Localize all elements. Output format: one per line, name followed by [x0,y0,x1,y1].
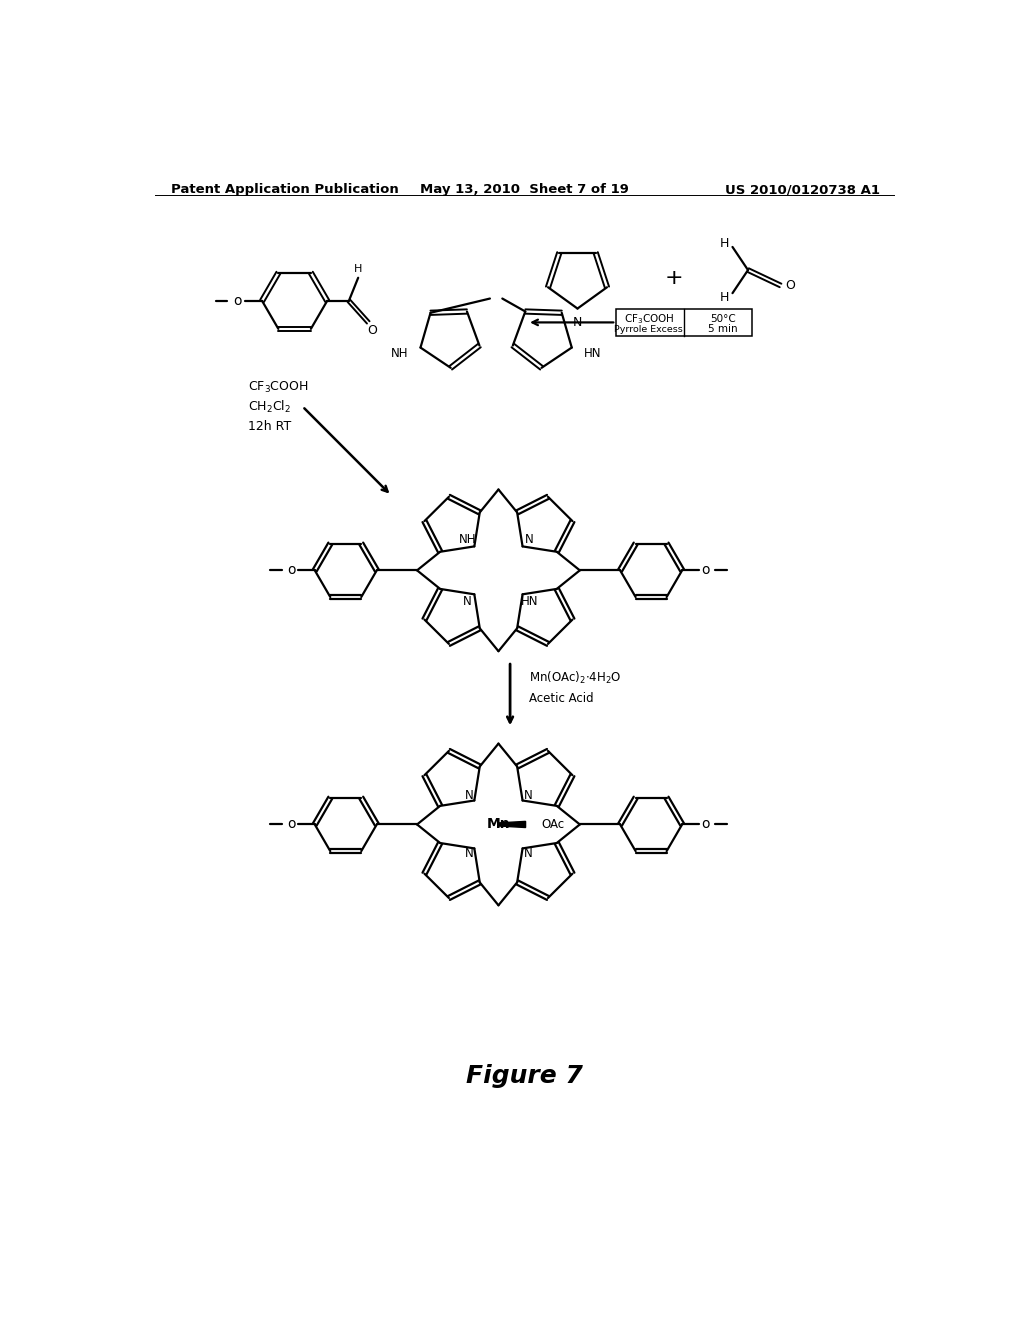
Text: Figure 7: Figure 7 [466,1064,584,1088]
Text: Mn: Mn [486,817,510,832]
Text: 5 min: 5 min [709,325,738,334]
Text: N: N [525,533,534,546]
Bar [616,309,752,335]
Text: May 13, 2010  Sheet 7 of 19: May 13, 2010 Sheet 7 of 19 [421,183,629,197]
Text: CF$_3$COOH: CF$_3$COOH [248,380,308,396]
Text: HN: HN [584,347,602,360]
Text: o: o [288,562,296,577]
Text: OAc: OAc [541,818,564,832]
Text: H: H [354,264,362,273]
Text: N: N [465,789,473,801]
Text: o: o [701,817,710,830]
Text: Patent Application Publication: Patent Application Publication [171,183,398,197]
Text: US 2010/0120738 A1: US 2010/0120738 A1 [725,183,880,197]
Text: o: o [288,817,296,830]
Text: N: N [572,317,583,329]
Text: N: N [523,789,532,801]
Text: NH: NH [390,347,409,360]
Text: +: + [665,268,684,288]
Text: o: o [233,294,242,308]
Text: Mn(OAc)$_2$$\cdot$4H$_2$O: Mn(OAc)$_2$$\cdot$4H$_2$O [529,671,622,686]
Text: O: O [785,279,795,292]
Text: O: O [368,323,377,337]
Text: CH$_2$Cl$_2$: CH$_2$Cl$_2$ [248,399,291,416]
Polygon shape [499,821,525,828]
Text: H: H [720,236,729,249]
Text: NH: NH [459,533,476,546]
Text: Acetic Acid: Acetic Acid [529,692,594,705]
Text: o: o [701,562,710,577]
Text: H: H [720,290,729,304]
Text: N: N [523,847,532,861]
Text: 50°C: 50°C [711,314,736,325]
Text: N: N [463,594,472,607]
Text: 12h RT: 12h RT [248,420,292,433]
Text: CF$_3$COOH: CF$_3$COOH [624,313,674,326]
Text: Pyrrole Excess: Pyrrole Excess [614,325,683,334]
Text: N: N [465,847,473,861]
Text: HN: HN [520,594,539,607]
